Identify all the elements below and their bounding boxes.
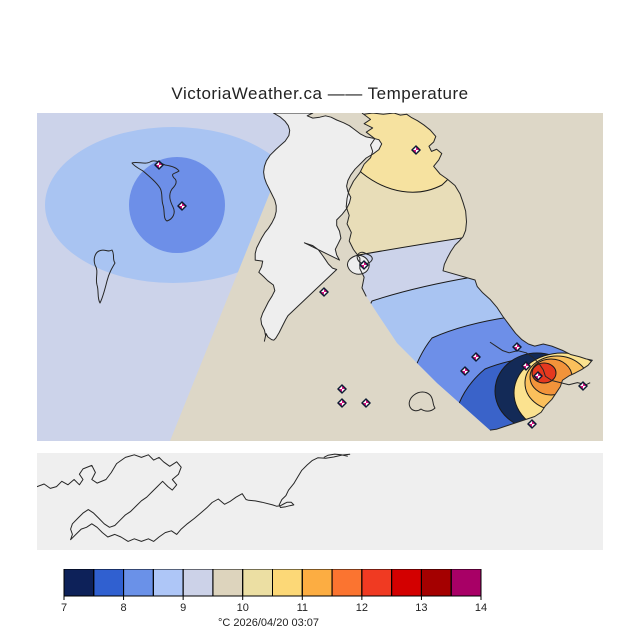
svg-text:°C 2026/04/20 03:07: °C 2026/04/20 03:07 [218,617,319,629]
svg-text:9: 9 [180,602,186,614]
svg-text:13: 13 [415,602,427,614]
svg-text:14: 14 [475,602,487,614]
svg-text:8: 8 [121,602,127,614]
svg-text:7: 7 [61,602,67,614]
svg-text:11: 11 [297,602,308,614]
svg-text:12: 12 [356,602,368,614]
svg-text:10: 10 [237,602,249,614]
